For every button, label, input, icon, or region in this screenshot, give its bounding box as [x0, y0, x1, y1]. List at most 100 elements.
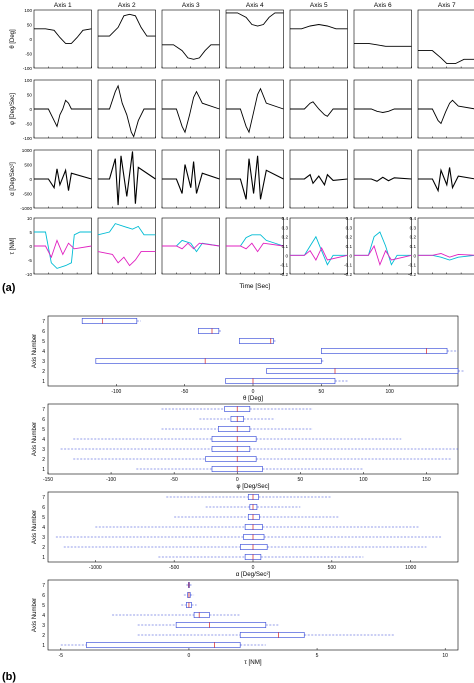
axis-number-tick: 1: [42, 379, 45, 385]
boxplot-xlabel-3: α [Deg/Sec²]: [236, 571, 271, 578]
ytick-label: 0.2: [282, 235, 289, 240]
xtick-label: 0: [236, 477, 239, 483]
ytick-label: 1000: [22, 148, 33, 153]
ytick-label: -1000: [20, 206, 32, 211]
box-axis-4: [244, 524, 263, 530]
panel-a-grid: Axis 1 Axis 2 Axis 3 Axis 4 Axis 5 Axis 6 Axis…: [10, 2, 474, 290]
panel-label-b: (b): [2, 671, 16, 683]
subplot-frame-r1-c5: [289, 9, 348, 69]
axis-number-tick: 7: [42, 319, 45, 325]
ytick-label: -0.1: [408, 263, 416, 268]
row-ylabel-4: τ [NM]: [10, 237, 16, 254]
axis-number-tick: 1: [42, 467, 45, 473]
box-axis-2: [239, 632, 305, 638]
boxplot-ylabel-4: Axis Number: [32, 598, 38, 632]
series-line-r4-c3-s2: [162, 242, 220, 250]
xtick-label: -50: [181, 389, 188, 395]
axis-number-tick: 5: [42, 339, 45, 345]
subplot-frame-r4-c5: [289, 217, 348, 275]
box-axis-5: [247, 514, 260, 520]
series-line-r4-c4-s2: [226, 242, 284, 253]
ytick-label: 0.2: [346, 235, 353, 240]
ytick-label: 0.2: [410, 235, 417, 240]
ytick-label: 100: [24, 8, 32, 13]
panel-label-a: (a): [2, 282, 16, 294]
boxplot-xlabel-2: φ [Deg/Sec]: [237, 483, 270, 490]
subplot-frame-r4-c2: [97, 217, 156, 275]
ytick-label: 0: [29, 37, 32, 42]
axis-number-tick: 7: [42, 583, 45, 589]
box-axis-1: [86, 642, 241, 648]
subplot-frame-r1-c3: [161, 9, 220, 69]
series-line-r1-c1-s1: [34, 28, 92, 44]
ytick-label: 0.4: [410, 216, 417, 221]
subplot-frame-r1-c2: [97, 9, 156, 69]
xtick-label: 0: [252, 565, 255, 571]
boxplot-ylabel-3: Axis Number: [32, 510, 38, 544]
row-ylabel-3: α [Deg/Sec²]: [10, 162, 16, 196]
series-line-r4-c6-s2: [354, 244, 412, 267]
ytick-label: -0.1: [280, 263, 288, 268]
series-line-r4-c1-s2: [34, 239, 92, 259]
ytick-label: 0.3: [346, 225, 353, 230]
xtick-label: -5: [59, 653, 64, 659]
box-axis-1: [225, 378, 336, 384]
series-line-r1-c7-s1: [418, 50, 474, 65]
ytick-label: 100: [24, 78, 32, 83]
subplot-frame-r1-c6: [353, 9, 412, 69]
xtick-label: 50: [298, 477, 304, 483]
ytick-label: -100: [23, 136, 33, 141]
column-title-2: Axis 2: [118, 2, 136, 9]
xtick-label: -500: [169, 565, 179, 571]
axis-number-tick: 6: [42, 593, 45, 599]
series-line-r4-c5-s1: [290, 235, 348, 266]
series-line-r4-c5-s2: [290, 246, 348, 261]
xtick-label: 100: [385, 389, 394, 395]
series-line-r3-c5-s1: [290, 173, 348, 187]
series-line-r3-c3-s1: [162, 161, 220, 194]
ytick-label: 0.3: [282, 225, 289, 230]
axis-number-tick: 4: [42, 525, 45, 531]
ytick-label: 0: [285, 253, 288, 258]
xtick-label: 500: [328, 565, 337, 571]
box-axis-3: [211, 446, 251, 452]
axis-number-tick: 2: [42, 633, 45, 639]
ytick-label: 0: [29, 107, 32, 112]
box-axis-4: [211, 436, 257, 442]
box-axis-2: [205, 456, 257, 462]
ytick-label: 0: [29, 244, 32, 249]
boxplot-ylabel-2: Axis Number: [32, 422, 38, 456]
xtick-label: 100: [359, 477, 368, 483]
ytick-label: 500: [24, 163, 32, 168]
box-axis-7: [81, 318, 138, 324]
series-line-r3-c6-s1: [354, 176, 412, 182]
axis-number-tick: 3: [42, 535, 45, 541]
ytick-label: 0: [349, 253, 352, 258]
axis-number-tick: 4: [42, 349, 45, 355]
series-line-r4-c1-s1: [34, 231, 92, 269]
axis-number-tick: 1: [42, 555, 45, 561]
ytick-label: 50: [27, 93, 33, 98]
axis-number-tick: 2: [42, 457, 45, 463]
xtick-label: -50: [171, 477, 178, 483]
ytick-label: 0: [29, 177, 32, 182]
axis-number-tick: 5: [42, 427, 45, 433]
ytick-label: 0: [413, 253, 416, 258]
axis-number-tick: 3: [42, 623, 45, 629]
series-line-r2-c2-s1: [98, 84, 156, 138]
axis-number-tick: 6: [42, 505, 45, 511]
ytick-label: 5: [29, 230, 32, 235]
xtick-label: 1000: [405, 565, 416, 571]
axis-number-tick: 7: [42, 407, 45, 413]
series-line-r4-c2-s2: [97, 251, 156, 267]
series-line-r2-c6-s1: [354, 108, 412, 113]
column-title-5: Axis 5: [310, 2, 328, 9]
series-line-r1-c6-s1: [354, 42, 412, 47]
axis-number-tick: 2: [42, 545, 45, 551]
box-axis-3: [95, 358, 322, 364]
axis-number-tick: 2: [42, 369, 45, 375]
panel-a-xlabel: Time [Sec]: [239, 283, 270, 290]
ytick-label: 0.1: [282, 244, 289, 249]
boxplot-xlabel-1: θ [Deg]: [243, 395, 263, 402]
